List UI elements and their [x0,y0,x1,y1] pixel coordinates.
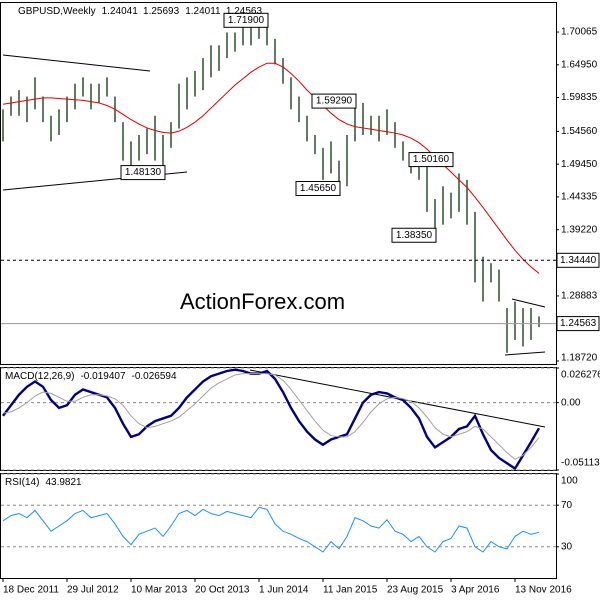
price-level-label: 1.34440 [560,255,597,266]
price-level-box [556,252,600,268]
indicator-value: -0.026594 [132,371,177,382]
x-tick-label: 18 Dec 2011 [3,585,59,596]
x-tick-label: 11 Jan 2015 [323,585,378,596]
y-tick-label: 1.70065 [561,27,598,38]
panel-title: MACD(12,26,9) -0.019407 -0.026594 [5,371,177,382]
trendline [2,54,151,72]
ohlc-value: 1.24563 [226,6,263,17]
chart-title: GBPUSD,Weekly 1.24041 1.25693 1.24011 1.2456… [18,6,262,17]
annotation-label: 1.45650 [300,183,337,194]
y-tick-label: -0.051137 [561,458,600,469]
annotation-label: 1.48130 [125,167,162,178]
y-tick-label: 1.18720 [561,353,598,364]
rsi-line [2,506,540,553]
x-tick-label: 20 Oct 2013 [195,585,250,596]
annotation-box [391,227,437,243]
panel-title: RSI(14) 43.9821 [5,477,82,488]
annotation-box [295,180,341,196]
y-tick-label: 0.026276 [561,370,600,381]
y-tick-label: 1.54560 [561,126,598,137]
y-tick-label: 1.39220 [561,224,598,235]
annotation-label: 1.38350 [396,230,433,241]
chart-title: GBPUSD,Weekly [18,6,96,17]
macd-line [2,373,540,460]
annotation-box [223,12,269,28]
annotation-label: 1.59290 [316,96,353,107]
ohlc-value: 1.24011 [185,6,221,17]
panel-title: MACD(12,26,9) [5,371,74,382]
indicator-value: 43.9821 [45,477,82,488]
annotation-box [120,165,166,181]
y-tick-label: 1.49450 [561,159,598,170]
annotation-box [311,93,357,109]
ohlc-value: 1.24041 [102,6,139,17]
trendline [511,298,546,308]
price-level-label: 1.24563 [560,318,597,329]
moving-average [2,62,540,274]
y-tick-label: 1.59835 [561,92,598,103]
annotation-label: 1.50160 [413,154,450,165]
y-tick-label: 1.44335 [561,192,598,203]
main-panel [0,2,557,365]
y-tick-label: 1.28883 [561,291,598,302]
annotation-label: 1.71900 [228,15,265,26]
y-tick-label: 1.64950 [561,59,598,70]
ohlc-value: 1.25693 [143,6,180,17]
x-tick-label: 3 Apr 2016 [451,585,500,596]
annotation-box [408,152,454,168]
panel-title: RSI(14) [5,477,39,488]
watermark: ActionForex.com [180,289,345,314]
x-tick-label: 23 Aug 2015 [387,585,444,596]
trendline [504,351,546,356]
indicator-value: -0.019407 [80,371,125,382]
price-level-box [556,316,600,332]
y-tick-label: 0.00 [561,397,581,408]
x-tick-label: 13 Nov 2016 [515,585,572,596]
macd-line [2,368,541,471]
x-tick-label: 1 Jun 2014 [259,585,309,596]
y-tick-label: 30 [561,541,573,552]
y-tick-label: 70 [561,500,573,511]
x-tick-label: 10 Mar 2013 [131,585,188,596]
y-tick-label: 100 [561,476,578,487]
x-tick-label: 29 Jul 2012 [67,585,119,596]
